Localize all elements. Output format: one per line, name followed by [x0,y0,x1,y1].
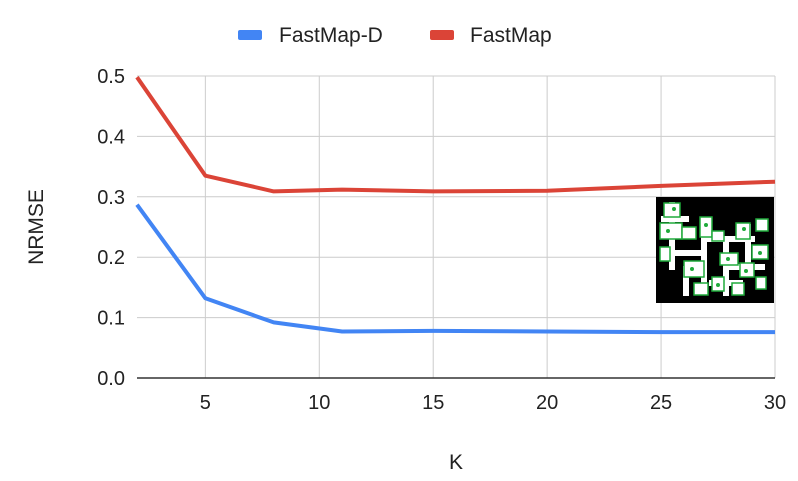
data-point [431,189,435,193]
series-lines [135,75,777,335]
x-tick-label: 10 [308,392,330,414]
y-axis-title: NRMSE [25,189,48,265]
legend-swatch [238,30,262,40]
data-point [773,180,777,184]
data-point [203,296,207,300]
legend-label: FastMap [470,24,552,47]
data-point [272,189,276,193]
x-tick-label: 20 [536,392,558,414]
data-point [135,75,139,79]
x-tick-label: 5 [200,392,211,414]
x-tick-label: 15 [422,392,444,414]
y-tick-label: 0.1 [97,308,125,330]
data-point [431,329,435,333]
data-point [659,330,663,334]
y-tick-label: 0.3 [97,187,125,209]
data-point [340,329,344,333]
legend: FastMap-D FastMap [238,24,552,47]
y-tick-label: 0.4 [97,126,125,148]
x-tick-label: 25 [650,392,672,414]
x-tick-label: 30 [764,392,786,414]
data-point [203,174,207,178]
y-tick-label: 0.0 [97,368,125,390]
series-line-fastmap [135,76,776,194]
legend-label: FastMap-D [279,24,383,47]
data-point [135,203,139,207]
data-point [545,329,549,333]
map-thumbnail-image [656,197,774,303]
axes: 0.0 0.1 0.2 0.3 0.4 0.5 5 10 15 20 25 30 K NRMSE [25,66,786,474]
y-tick-label: 0.2 [97,247,125,269]
y-tick-label: 0.5 [97,66,125,88]
series-line-fastmap-d [135,203,775,335]
x-axis-title: K [449,451,463,474]
legend-swatch [430,30,454,40]
data-point [272,320,276,324]
data-point [773,330,777,334]
gridlines [137,75,776,379]
data-point [659,184,663,188]
data-point [340,188,344,192]
data-point [545,189,549,193]
